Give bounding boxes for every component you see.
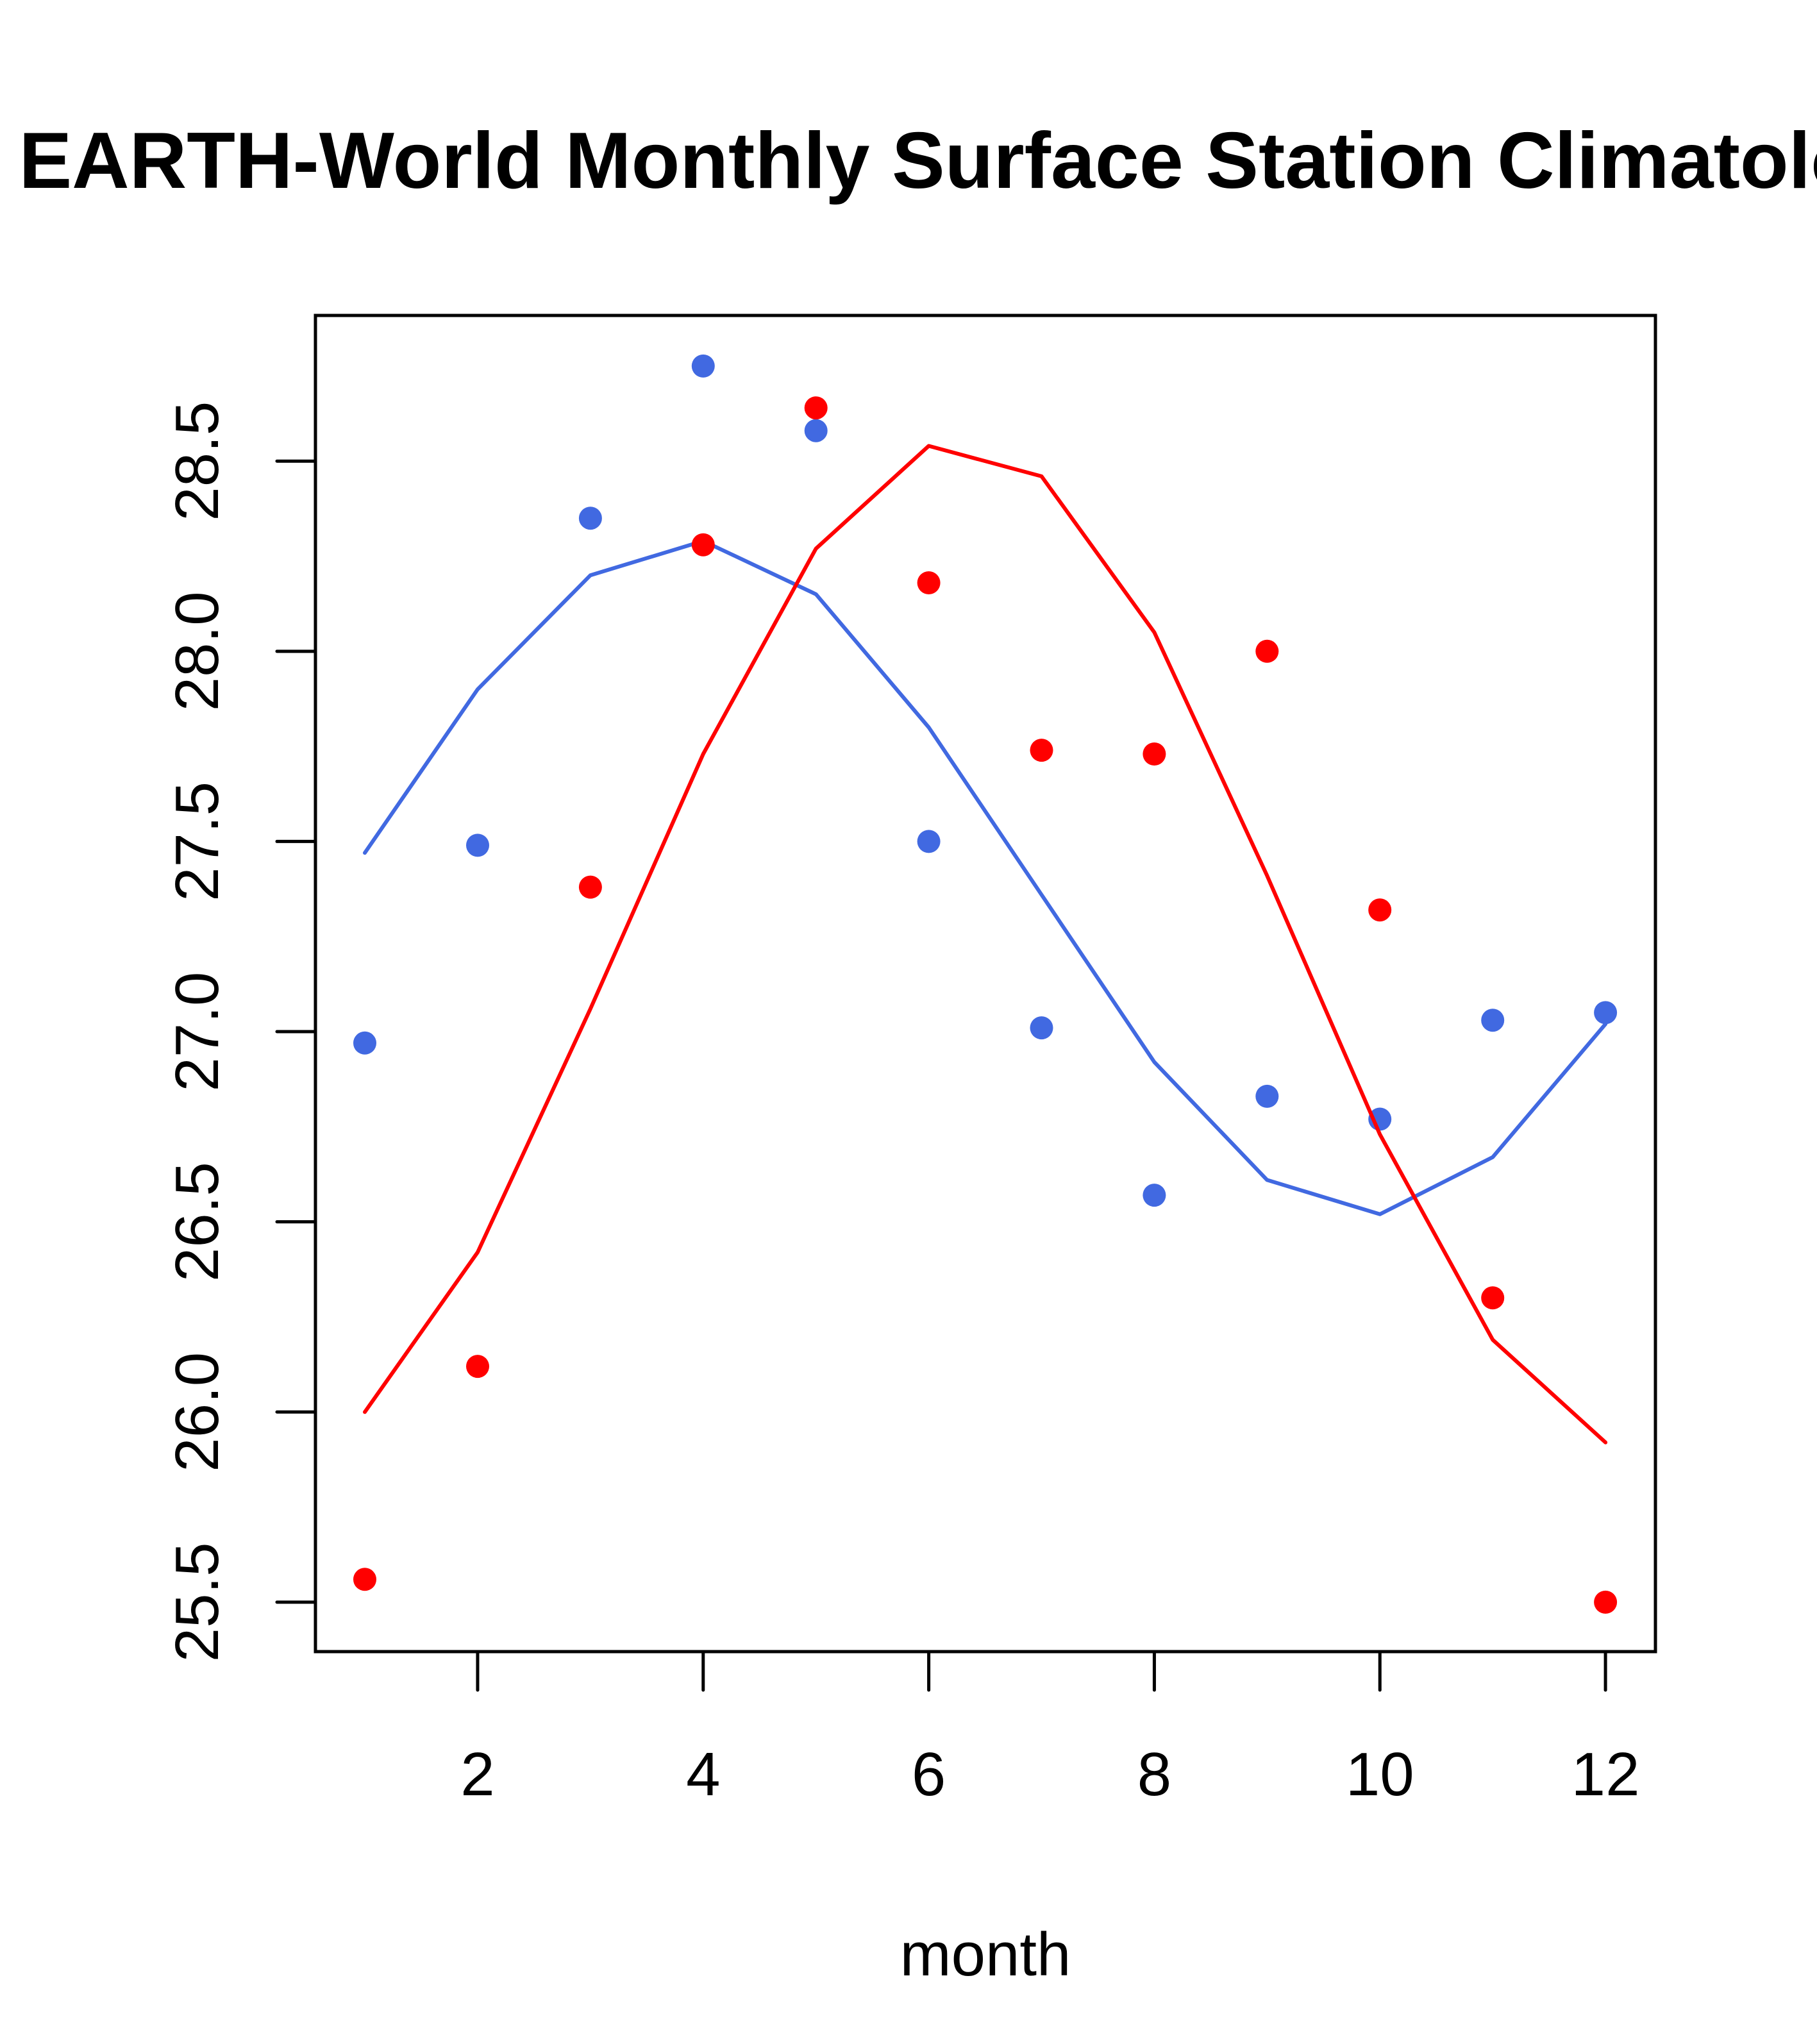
data-point-red-points-2 xyxy=(466,1355,489,1378)
data-point-red-points-6 xyxy=(917,571,941,594)
series-line-blue-line xyxy=(363,539,1608,1216)
data-point-red-points-1 xyxy=(353,1568,376,1591)
data-point-blue-points-11 xyxy=(1481,1009,1505,1032)
data-point-red-points-3 xyxy=(578,875,602,899)
data-point-blue-points-12 xyxy=(1594,1001,1618,1025)
data-point-red-points-11 xyxy=(1481,1286,1505,1310)
data-point-blue-points-4 xyxy=(691,354,715,378)
x-tick-label-10: 10 xyxy=(1346,1740,1414,1809)
plot-frame xyxy=(314,314,1657,1654)
y-tick-label-25-5: 25.5 xyxy=(163,1542,231,1662)
data-point-blue-points-7 xyxy=(1030,1016,1053,1040)
data-point-blue-points-1 xyxy=(353,1031,376,1055)
y-tick-label-26: 26.0 xyxy=(163,1352,231,1472)
axes: 2 4 6 8 10 12 25.5 26.0 26.5 27.0 27.5 28.0 28.5 xyxy=(163,401,1639,1809)
data-point-red-points-10 xyxy=(1368,898,1392,922)
x-tick-label-2: 2 xyxy=(460,1740,494,1809)
data-point-red-points-4 xyxy=(691,533,715,557)
data-point-blue-points-9 xyxy=(1255,1084,1279,1108)
data-point-blue-points-3 xyxy=(578,507,602,530)
data-point-red-points-12 xyxy=(1594,1590,1618,1614)
x-tick-label-12: 12 xyxy=(1571,1740,1640,1809)
data-point-blue-points-2 xyxy=(466,834,489,857)
x-axis-label: month xyxy=(900,1920,1071,1989)
data-point-red-points-8 xyxy=(1143,742,1166,766)
data-point-blue-points-6 xyxy=(917,830,941,853)
chart-title: EARTH-World Monthly Surface Station Clim… xyxy=(19,117,1817,205)
y-tick-label-26-5: 26.5 xyxy=(163,1162,231,1282)
series-line-red-line xyxy=(363,444,1608,1445)
x-tick-label-4: 4 xyxy=(686,1740,720,1809)
y-tick-label-28-5: 28.5 xyxy=(163,401,231,521)
data-point-red-points-9 xyxy=(1255,639,1279,663)
plot-marks xyxy=(353,354,1618,1614)
data-point-red-points-5 xyxy=(804,396,828,420)
y-tick-label-28: 28.0 xyxy=(163,591,231,711)
data-point-red-points-7 xyxy=(1030,739,1053,762)
data-point-blue-points-5 xyxy=(804,419,828,442)
x-tick-label-6: 6 xyxy=(912,1740,946,1809)
y-tick-label-27-5: 27.5 xyxy=(163,782,231,901)
x-tick-label-8: 8 xyxy=(1137,1740,1171,1809)
data-point-blue-points-8 xyxy=(1143,1184,1166,1207)
y-tick-label-27: 27.0 xyxy=(163,972,231,1092)
